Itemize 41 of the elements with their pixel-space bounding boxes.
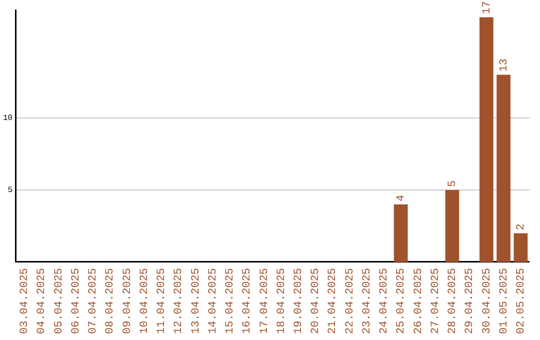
x-tick-label: 17.04.2025 bbox=[258, 268, 271, 334]
data-label: 4 bbox=[396, 194, 408, 202]
x-tick-label: 06.04.2025 bbox=[70, 268, 82, 334]
x-tick-label: 16.04.2025 bbox=[242, 268, 254, 334]
x-tick-label: 02.05.2025 bbox=[516, 268, 528, 334]
x-tick-label: 14.04.2025 bbox=[207, 268, 220, 334]
x-tick-label: 19.04.2025 bbox=[293, 268, 305, 334]
x-tick-label: 21.04.2025 bbox=[327, 268, 340, 334]
x-tick-label: 24.04.2025 bbox=[378, 268, 391, 334]
x-tick-label: 29.04.2025 bbox=[464, 268, 476, 334]
bar bbox=[479, 17, 494, 262]
data-label: 5 bbox=[447, 180, 460, 187]
x-tick-label: 11.04.2025 bbox=[156, 268, 168, 334]
x-tick-label: 13.04.2025 bbox=[190, 268, 202, 334]
x-tick-label: 20.04.2025 bbox=[310, 268, 322, 334]
x-tick-label: 15.04.2025 bbox=[224, 268, 237, 334]
x-tick-label: 08.04.2025 bbox=[104, 268, 117, 334]
x-tick-label: 30.04.2025 bbox=[481, 268, 494, 334]
data-label: 2 bbox=[516, 224, 528, 230]
x-tick-label: 26.04.2025 bbox=[412, 268, 425, 334]
x-tick-label: 23.04.2025 bbox=[361, 268, 374, 334]
x-tick-label: 27.04.2025 bbox=[430, 268, 442, 334]
bar bbox=[394, 204, 408, 262]
x-tick-label: 04.04.2025 bbox=[36, 268, 48, 334]
data-label: 13 bbox=[498, 58, 510, 72]
x-tick-label: 10.04.2025 bbox=[138, 268, 151, 334]
x-tick-label: 28.04.2025 bbox=[447, 268, 460, 334]
x-tick-label: 18.04.2025 bbox=[276, 268, 288, 334]
bar bbox=[496, 74, 510, 262]
data-label: 17 bbox=[481, 0, 494, 14]
bar bbox=[445, 190, 460, 262]
x-tick-label: 12.04.2025 bbox=[173, 268, 186, 334]
x-tick-label: 25.04.2025 bbox=[396, 268, 408, 334]
x-tick-label: 22.04.2025 bbox=[344, 268, 356, 334]
x-tick-label: 01.05.2025 bbox=[498, 268, 510, 334]
x-tick-label: 09.04.2025 bbox=[122, 268, 134, 334]
y-tick-label: 10 bbox=[2, 114, 13, 124]
x-tick-label: 03.04.2025 bbox=[19, 268, 32, 334]
bar bbox=[514, 233, 528, 262]
x-tick-label: 07.04.2025 bbox=[88, 268, 100, 334]
x-tick-label: 05.04.2025 bbox=[53, 268, 66, 334]
